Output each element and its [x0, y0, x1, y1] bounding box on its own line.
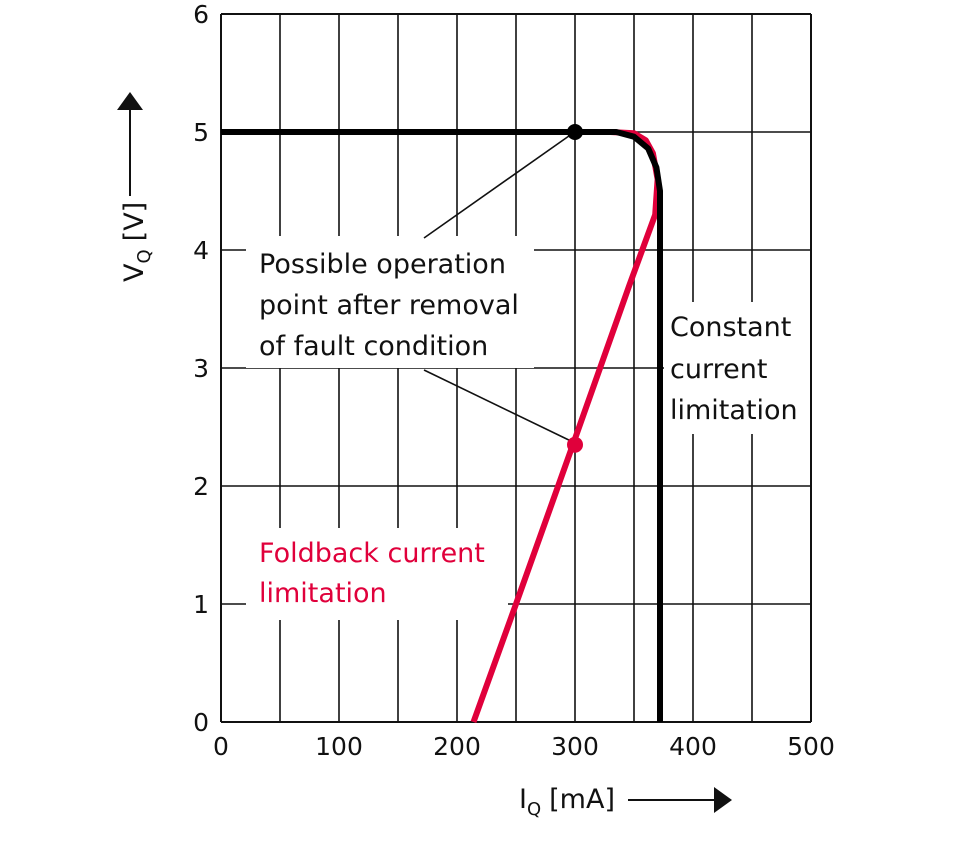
y-axis-subscript: Q [134, 249, 155, 263]
annotation-constant-current: Constant current limitation [664, 302, 810, 434]
annotation-operation-line-1: Possible operation [259, 249, 506, 280]
x-axis-subscript: Q [527, 799, 541, 820]
annotation-operation-line-2: point after removal [259, 290, 519, 321]
y-axis-symbol: V [119, 263, 150, 282]
y-tick-label: 2 [193, 472, 209, 501]
markers [567, 124, 583, 453]
leader-line-red-point [423, 369, 576, 444]
series-lines [221, 129, 663, 724]
annotation-constant-line-1: Constant [670, 312, 791, 343]
x-tick-label: 300 [551, 732, 599, 761]
x-axis-symbol: I [519, 784, 527, 815]
svg-text:VQ[V]: VQ [V] [119, 202, 155, 282]
x-axis-unit: [mA] [549, 784, 615, 815]
leader-line-black-point [423, 130, 577, 239]
annotation-operation-point: Possible operation point after removal o… [246, 236, 534, 368]
annotation-foldback: Foldback current limitation [246, 528, 508, 620]
y-tick-label: 1 [193, 590, 209, 619]
x-tick-label: 200 [433, 732, 481, 761]
annotation-operation-line-3: of fault condition [259, 331, 488, 362]
x-axis-label: IQ [mA] [519, 784, 615, 820]
annotation-foldback-line-1: Foldback current [259, 538, 485, 569]
y-tick-label: 6 [193, 0, 209, 29]
marker-point-constant [567, 124, 583, 140]
tick-labels: 0 100 200 300 400 500 0 1 2 3 4 5 6 [193, 0, 835, 761]
y-tick-label: 0 [193, 708, 209, 737]
y-tick-label: 4 [193, 236, 209, 265]
y-axis-unit: [V] [119, 202, 150, 242]
y-axis-label: VQ [V] [119, 202, 155, 282]
x-tick-label: 100 [315, 732, 363, 761]
annotation-foldback-line-2: limitation [259, 578, 387, 609]
y-axis-arrow-icon [117, 92, 143, 196]
y-tick-label: 5 [193, 118, 209, 147]
y-tick-label: 3 [193, 354, 209, 383]
series-line-constant [221, 129, 663, 722]
x-tick-label: 0 [213, 732, 229, 761]
x-tick-label: 400 [669, 732, 717, 761]
marker-point-foldback [567, 436, 583, 453]
x-tick-label: 500 [787, 732, 835, 761]
series-line-foldback [221, 129, 661, 724]
x-axis-arrow-icon [628, 787, 732, 813]
annotation-constant-line-2: current [670, 354, 767, 385]
annotation-constant-line-3: limitation [670, 395, 798, 426]
